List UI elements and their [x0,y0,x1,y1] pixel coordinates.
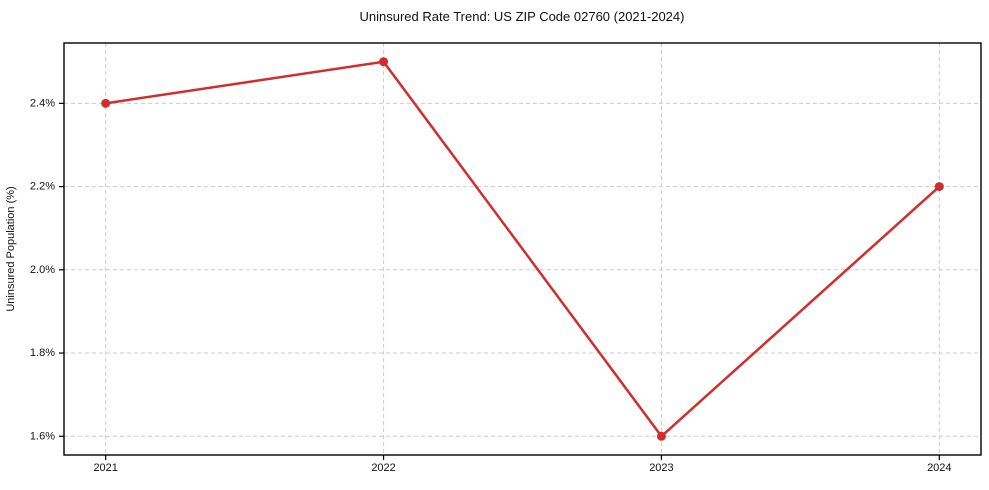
data-point-marker [379,57,389,67]
x-tick-label: 2021 [93,462,117,474]
data-point-marker [934,182,944,192]
y-axis-label: Uninsured Population (%) [5,186,17,311]
trend-line [104,60,941,438]
data-point-marker [656,431,666,441]
chart-title: Uninsured Rate Trend: US ZIP Code 02760 … [360,9,685,24]
y-tick-label: 1.6% [30,430,55,442]
data-point-marker [101,98,111,108]
y-tick-label: 2.0% [30,264,55,276]
y-tick-label: 2.4% [30,97,55,109]
y-tick-label: 1.8% [30,347,55,359]
plot-border [63,42,982,456]
x-tick-label: 2024 [927,462,951,474]
y-tick-label: 2.2% [30,181,55,193]
x-tick-label: 2023 [649,462,673,474]
x-tick-label: 2022 [371,462,395,474]
plot-area: 2021 2022 2023 2024 1.6% 1.8% 2.0% 2.2% 2.4% [30,42,982,474]
